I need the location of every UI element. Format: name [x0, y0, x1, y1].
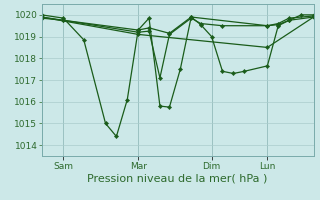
- X-axis label: Pression niveau de la mer( hPa ): Pression niveau de la mer( hPa ): [87, 173, 268, 183]
